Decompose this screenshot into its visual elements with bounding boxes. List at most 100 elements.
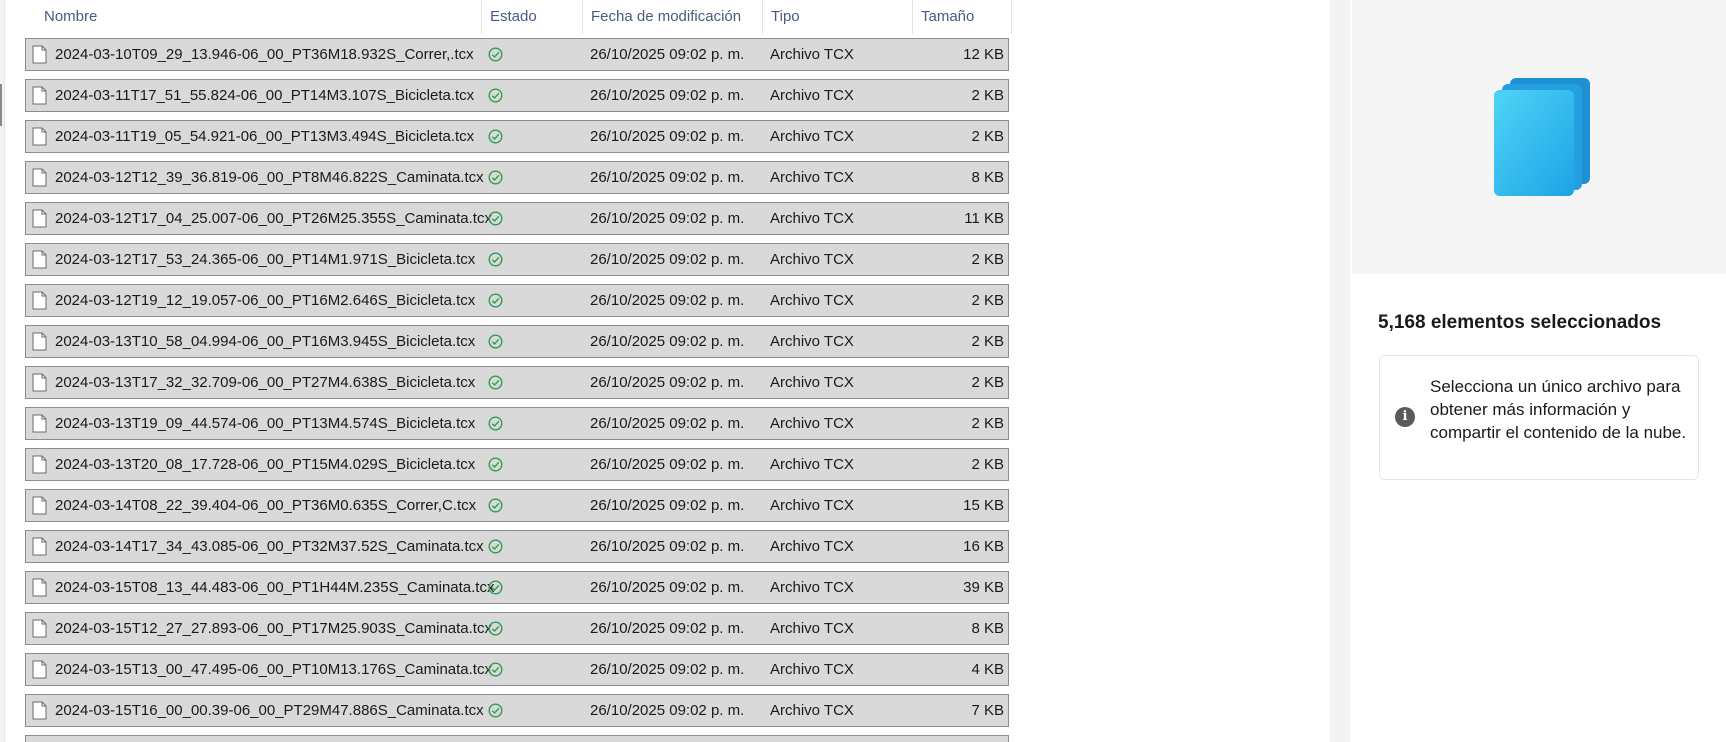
file-modified: 26/10/2025 09:02 p. m. — [590, 292, 745, 309]
file-row[interactable]: 2024-03-11T17_51_55.824-06_00_PT14M3.107… — [25, 79, 1009, 112]
synced-check-icon — [488, 416, 503, 431]
file-name[interactable]: 2024-03-13T19_09_44.574-06_00_PT13M4.574… — [55, 415, 476, 432]
document-icon — [32, 537, 47, 556]
synced-check-icon — [488, 457, 503, 472]
document-icon — [32, 209, 47, 228]
file-type: Archivo TCX — [770, 702, 854, 719]
pane-divider[interactable] — [1330, 0, 1350, 742]
file-row[interactable]: 2024-03-12T19_12_19.057-06_00_PT16M2.646… — [25, 284, 1009, 317]
file-name[interactable]: 2024-03-12T17_04_25.007-06_00_PT26M25.35… — [55, 210, 492, 227]
file-row[interactable] — [25, 735, 1009, 742]
file-row[interactable]: 2024-03-12T17_53_24.365-06_00_PT14M1.971… — [25, 243, 1009, 276]
file-modified: 26/10/2025 09:02 p. m. — [590, 210, 745, 227]
file-row[interactable]: 2024-03-13T10_58_04.994-06_00_PT16M3.945… — [25, 325, 1009, 358]
document-icon — [32, 455, 47, 474]
file-size: 2 KB — [971, 251, 1004, 268]
file-type: Archivo TCX — [770, 251, 854, 268]
file-row[interactable]: 2024-03-12T12_39_36.819-06_00_PT8M46.822… — [25, 161, 1009, 194]
file-name[interactable]: 2024-03-12T12_39_36.819-06_00_PT8M46.822… — [55, 169, 484, 186]
file-size: 15 KB — [963, 497, 1004, 514]
file-modified: 26/10/2025 09:02 p. m. — [590, 620, 745, 637]
file-name[interactable]: 2024-03-14T08_22_39.404-06_00_PT36M0.635… — [55, 497, 477, 514]
synced-check-icon — [488, 170, 503, 185]
column-header-status[interactable]: Estado — [482, 0, 583, 34]
file-type: Archivo TCX — [770, 87, 854, 104]
file-type: Archivo TCX — [770, 538, 854, 555]
file-name[interactable]: 2024-03-13T10_58_04.994-06_00_PT16M3.945… — [55, 333, 476, 350]
file-type: Archivo TCX — [770, 333, 854, 350]
file-name[interactable]: 2024-03-15T12_27_27.893-06_00_PT17M25.90… — [55, 620, 492, 637]
file-size: 11 KB — [964, 210, 1004, 227]
column-header-name[interactable]: Nombre — [36, 0, 482, 34]
file-size: 2 KB — [971, 333, 1004, 350]
file-size: 12 KB — [963, 46, 1004, 63]
file-row[interactable]: 2024-03-13T17_32_32.709-06_00_PT27M4.638… — [25, 366, 1009, 399]
file-size: 2 KB — [971, 456, 1004, 473]
synced-check-icon — [488, 129, 503, 144]
document-icon — [32, 701, 47, 720]
file-list: ⌃ Nombre Estado Fecha de modificación Ti… — [25, 0, 1012, 742]
file-name[interactable]: 2024-03-15T08_13_44.483-06_00_PT1H44M.23… — [55, 579, 495, 596]
synced-check-icon — [488, 375, 503, 390]
column-header-size[interactable]: Tamaño — [913, 0, 1012, 34]
file-modified: 26/10/2025 09:02 p. m. — [590, 87, 745, 104]
synced-check-icon — [488, 293, 503, 308]
file-row[interactable]: 2024-03-12T17_04_25.007-06_00_PT26M25.35… — [25, 202, 1009, 235]
file-name[interactable]: 2024-03-11T19_05_54.921-06_00_PT13M3.494… — [55, 128, 475, 145]
file-type: Archivo TCX — [770, 497, 854, 514]
file-modified: 26/10/2025 09:02 p. m. — [590, 251, 745, 268]
file-row[interactable]: 2024-03-15T12_27_27.893-06_00_PT17M25.90… — [25, 612, 1009, 645]
synced-check-icon — [488, 539, 503, 554]
file-modified: 26/10/2025 09:02 p. m. — [590, 497, 745, 514]
document-icon — [32, 250, 47, 269]
column-header-type[interactable]: Tipo — [763, 0, 913, 34]
file-modified: 26/10/2025 09:02 p. m. — [590, 538, 745, 555]
info-icon: i — [1395, 407, 1415, 427]
synced-check-icon — [488, 621, 503, 636]
file-row[interactable]: 2024-03-13T19_09_44.574-06_00_PT13M4.574… — [25, 407, 1009, 440]
file-row[interactable]: 2024-03-15T16_00_00.39-06_00_PT29M47.886… — [25, 694, 1009, 727]
file-row[interactable]: 2024-03-11T19_05_54.921-06_00_PT13M3.494… — [25, 120, 1009, 153]
file-name[interactable]: 2024-03-12T17_53_24.365-06_00_PT14M1.971… — [55, 251, 476, 268]
document-icon — [32, 373, 47, 392]
file-row[interactable]: 2024-03-15T13_00_47.495-06_00_PT10M13.17… — [25, 653, 1009, 686]
file-type: Archivo TCX — [770, 46, 854, 63]
synced-check-icon — [488, 252, 503, 267]
scroll-indicator[interactable] — [0, 84, 2, 126]
document-icon — [32, 291, 47, 310]
file-row[interactable]: 2024-03-15T08_13_44.483-06_00_PT1H44M.23… — [25, 571, 1009, 604]
file-name[interactable]: 2024-03-13T17_32_32.709-06_00_PT27M4.638… — [55, 374, 476, 391]
file-modified: 26/10/2025 09:02 p. m. — [590, 415, 745, 432]
file-modified: 26/10/2025 09:02 p. m. — [590, 456, 745, 473]
file-type: Archivo TCX — [770, 210, 854, 227]
file-row[interactable]: 2024-03-10T09_29_13.946-06_00_PT36M18.93… — [25, 38, 1009, 71]
file-name[interactable]: 2024-03-15T16_00_00.39-06_00_PT29M47.886… — [55, 702, 484, 719]
synced-check-icon — [488, 334, 503, 349]
sort-ascending-icon: ⌃ — [254, 0, 265, 8]
file-name[interactable]: 2024-03-11T17_51_55.824-06_00_PT14M3.107… — [55, 87, 475, 104]
navigation-pane-edge — [0, 0, 5, 742]
file-name[interactable]: 2024-03-13T20_08_17.728-06_00_PT15M4.029… — [55, 456, 476, 473]
file-modified: 26/10/2025 09:02 p. m. — [590, 374, 745, 391]
file-row[interactable]: 2024-03-14T08_22_39.404-06_00_PT36M0.635… — [25, 489, 1009, 522]
file-row[interactable]: 2024-03-13T20_08_17.728-06_00_PT15M4.029… — [25, 448, 1009, 481]
file-name[interactable]: 2024-03-14T17_34_43.085-06_00_PT32M37.52… — [55, 538, 484, 555]
document-icon — [32, 332, 47, 351]
document-icon — [32, 619, 47, 638]
file-modified: 26/10/2025 09:02 p. m. — [590, 333, 745, 350]
file-modified: 26/10/2025 09:02 p. m. — [590, 46, 745, 63]
file-row[interactable]: 2024-03-14T17_34_43.085-06_00_PT32M37.52… — [25, 530, 1009, 563]
column-header-modified[interactable]: Fecha de modificación — [583, 0, 763, 34]
file-modified: 26/10/2025 09:02 p. m. — [590, 661, 745, 678]
file-type: Archivo TCX — [770, 456, 854, 473]
document-icon — [32, 496, 47, 515]
file-type: Archivo TCX — [770, 292, 854, 309]
file-name[interactable]: 2024-03-10T09_29_13.946-06_00_PT36M18.93… — [55, 46, 474, 63]
file-name[interactable]: 2024-03-15T13_00_47.495-06_00_PT10M13.17… — [55, 661, 492, 678]
file-size: 16 KB — [963, 538, 1004, 555]
document-icon — [32, 660, 47, 679]
file-size: 39 KB — [963, 579, 1004, 596]
document-icon — [32, 578, 47, 597]
file-size: 2 KB — [971, 128, 1004, 145]
file-name[interactable]: 2024-03-12T19_12_19.057-06_00_PT16M2.646… — [55, 292, 476, 309]
